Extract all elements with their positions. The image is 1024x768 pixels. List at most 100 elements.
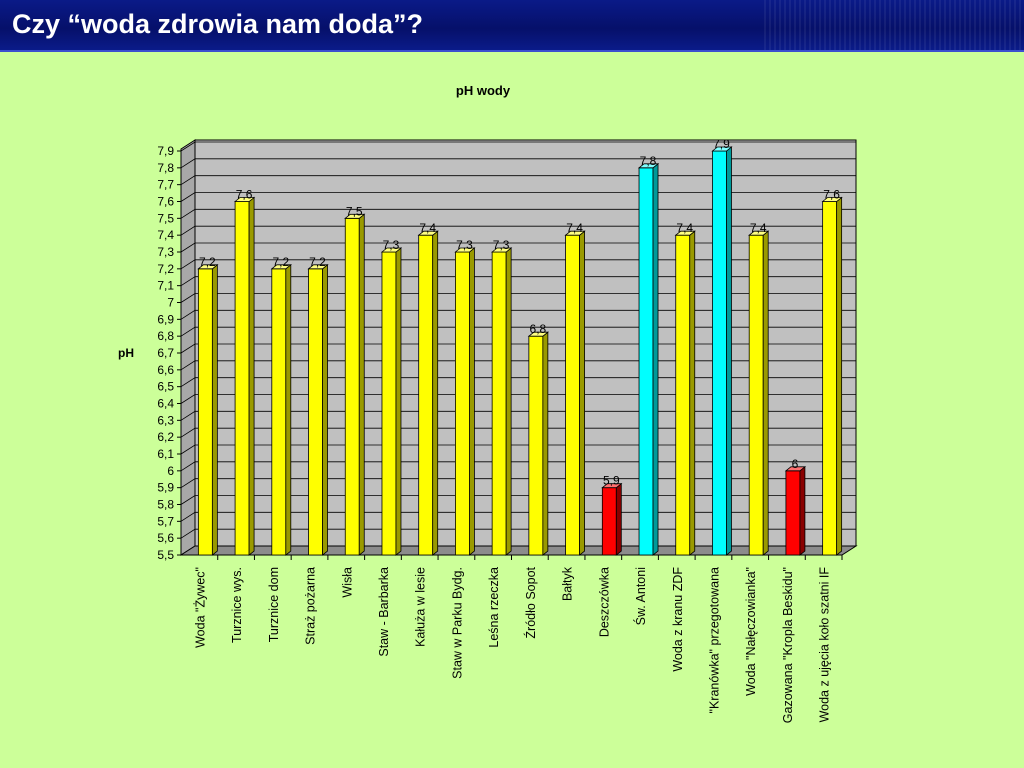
bar-top (711, 146, 733, 152)
bar-front (528, 335, 544, 556)
y-tick-label: 7,5 (157, 211, 174, 225)
bar-side (762, 230, 769, 556)
gridline (180, 343, 856, 354)
y-tick-label: 7,8 (157, 161, 174, 175)
bar-top (344, 213, 366, 219)
bar: 7,4 (417, 221, 439, 556)
gridline (180, 377, 856, 388)
bar-front (381, 251, 397, 556)
y-tick-label: 6,2 (157, 430, 174, 444)
y-tick-label: 5,7 (157, 514, 174, 528)
x-category-label: Bałtyk (561, 566, 575, 601)
bar-side (689, 230, 696, 556)
x-category-label: Woda "Żywec" (193, 567, 207, 648)
bar-side (358, 213, 365, 556)
bar: 7,4 (674, 221, 696, 556)
bar-front (344, 217, 360, 556)
x-category-label: Straż pożarna (304, 567, 318, 645)
bar-front (271, 268, 287, 556)
data-label: 7,4 (750, 221, 767, 235)
gridline (180, 528, 856, 539)
bar-front (197, 268, 213, 556)
x-category-label: Woda "Nałęczowianka" (744, 567, 758, 696)
bar: 7,2 (270, 255, 292, 556)
bar-top (601, 483, 623, 489)
bar-top (417, 230, 439, 236)
bars: 7,2 7,6 7,2 7,2 7,5 7,3 7,4 7,3 7,3 6,8 7,4 5,9 7,8 7… (197, 137, 843, 556)
y-tick-label: 7,2 (157, 262, 174, 276)
gridline (180, 192, 856, 202)
x-category-label: Św. Antoni (633, 567, 648, 625)
gridline (180, 208, 856, 219)
x-category-label: Turznice wys. (230, 567, 244, 643)
y-tick-label: 7,6 (157, 195, 174, 209)
bar: 7,5 (344, 204, 366, 556)
bar-top (748, 230, 770, 236)
ph-bar-chart: pH wody pH 5,5 5,6 5,7 5,8 5,9 6 6,1 6,2 6,3 6,4 6… (118, 83, 858, 723)
x-category-label: Staw w Parku Bydg. (450, 567, 464, 679)
data-label: 6 (792, 457, 799, 471)
bar-top (637, 163, 660, 169)
gridline (180, 326, 856, 337)
x-axis-labels: Woda "Żywec" Turznice wys. Turznice dom Str… (193, 555, 843, 723)
x-category-label: Turznice dom (267, 567, 281, 642)
x-category-label: Leśna rzeczka (487, 567, 501, 648)
bar-front (234, 201, 250, 556)
title-bar-underline (0, 50, 1024, 52)
gridline (180, 309, 856, 320)
x-category-label: Kałuża w lesie (414, 567, 428, 647)
bar-front (601, 487, 617, 556)
slide-title: Czy “woda zdrowia nam doda”? (12, 9, 424, 39)
title-bar-texture (764, 0, 1024, 52)
gridline (180, 478, 856, 489)
gridlines (180, 141, 856, 539)
x-category-label: Deszczówka (597, 567, 611, 637)
data-label: 7,6 (823, 188, 840, 202)
data-label: 5,9 (603, 474, 620, 488)
y-tick-label: 5,6 (157, 531, 174, 545)
gridline (180, 495, 856, 505)
gridline (180, 461, 856, 472)
y-tick-label: 5,9 (157, 481, 174, 495)
bar-top (784, 466, 807, 472)
bar-front (418, 234, 434, 556)
bar-side (248, 196, 255, 556)
gridline (180, 360, 856, 371)
data-label: 7,3 (493, 238, 510, 252)
bar-side (505, 247, 512, 556)
bar-front (748, 234, 764, 556)
x-category-label: Źródło Sopot (523, 566, 538, 638)
gridline (180, 158, 856, 169)
bar: 7,8 (637, 154, 660, 556)
data-label: 6,8 (530, 322, 547, 336)
y-tick-label: 6,3 (157, 413, 174, 427)
y-tick-label: 7,9 (157, 144, 174, 158)
bar-side (211, 264, 218, 556)
bar: 7,3 (490, 238, 513, 556)
gridline (180, 225, 856, 236)
bar-top (197, 264, 219, 270)
bar-top (233, 197, 256, 202)
gridline (180, 141, 856, 152)
bar-side (615, 482, 622, 556)
data-label: 7,2 (309, 255, 326, 269)
bar-top (380, 247, 403, 253)
y-tick-label: 7,7 (157, 178, 174, 192)
bar-front (491, 251, 507, 556)
data-label: 7,5 (346, 204, 363, 218)
bar-side (836, 196, 843, 556)
bar-front (675, 234, 691, 556)
data-label: 7,2 (199, 255, 216, 269)
bar-top (270, 264, 292, 270)
bar-side (322, 264, 328, 556)
x-category-label: Wisła (340, 567, 354, 598)
bar-side (542, 331, 549, 556)
bar: 6 (784, 457, 807, 556)
y-tick-label: 6,7 (157, 346, 174, 360)
gridline (180, 444, 856, 455)
bar-top (490, 247, 513, 253)
title-bar: Czy “woda zdrowia nam doda”? (0, 0, 1024, 52)
bar: 7,3 (454, 238, 476, 556)
bar: 7,9 (711, 137, 733, 556)
plot-side-wall (180, 139, 196, 556)
